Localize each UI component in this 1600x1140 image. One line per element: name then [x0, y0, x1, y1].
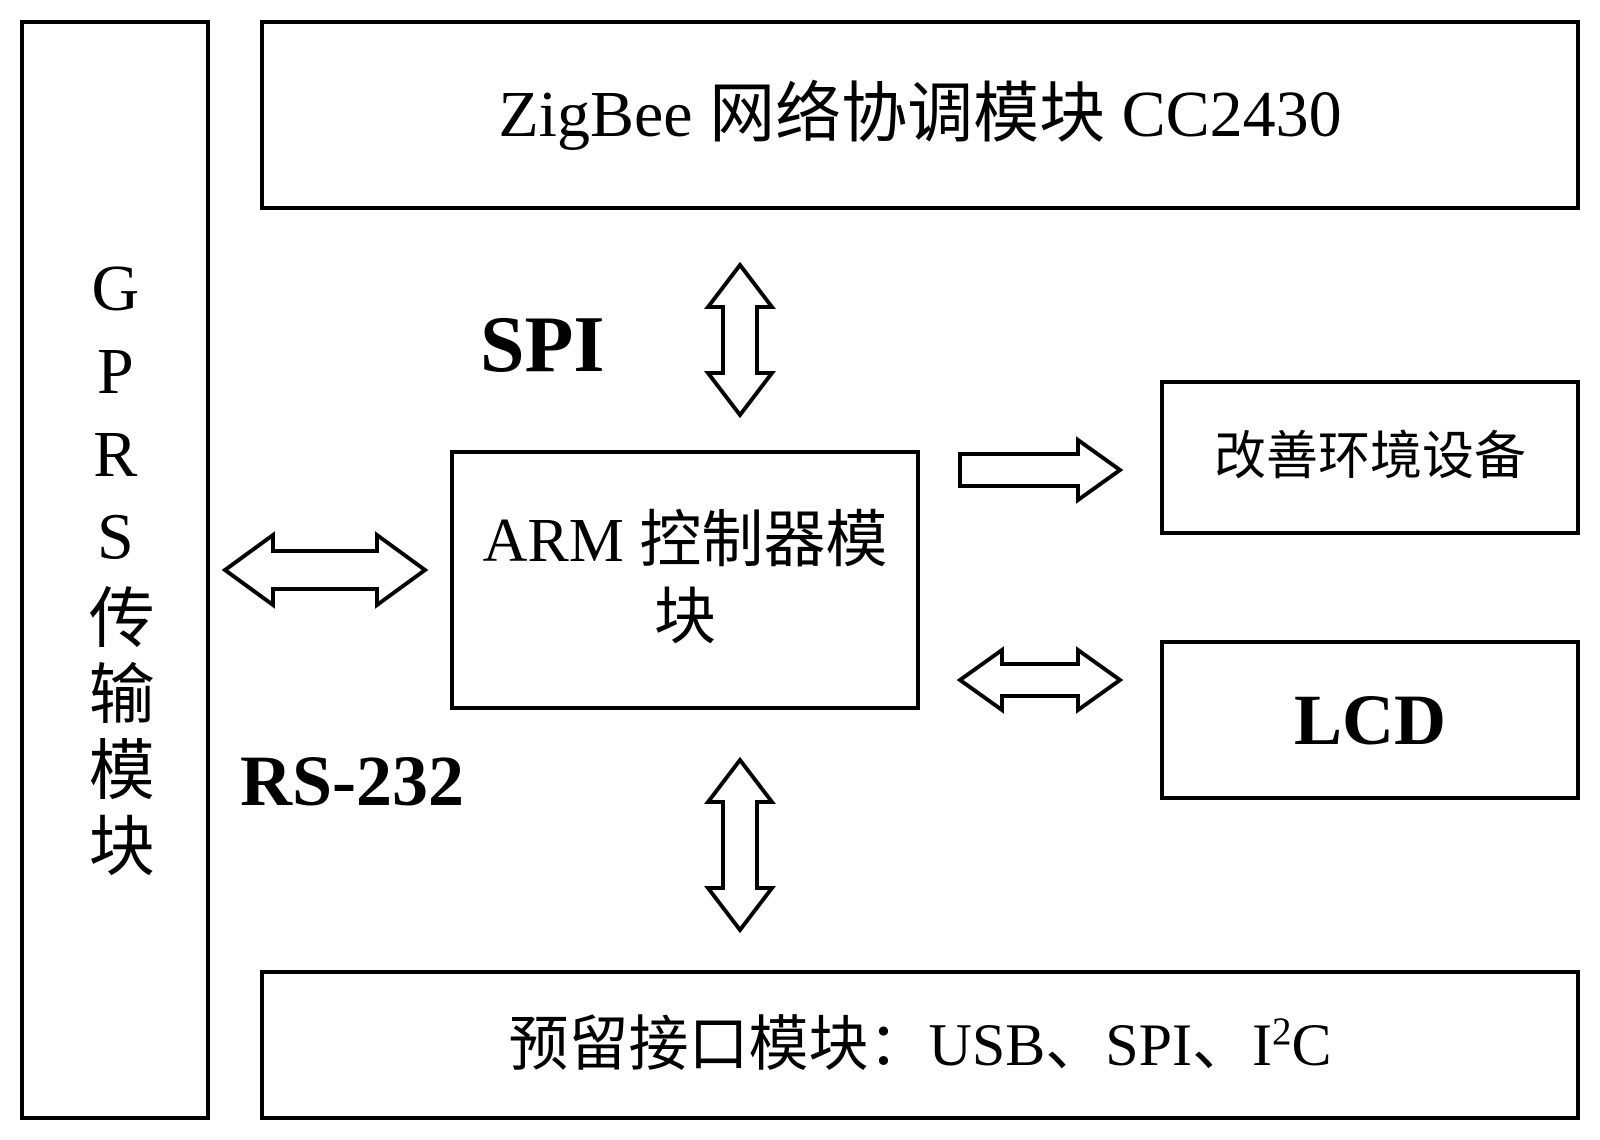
env-label: 改善环境设备 [1194, 425, 1546, 490]
arm-label: ARM 控制器模块 [454, 503, 916, 658]
reserve-box: 预留接口模块：USB、SPI、I2C [260, 970, 1580, 1120]
zigbee-label: ZigBee 网络协调模块 CC2430 [478, 74, 1361, 157]
reserve-label: 预留接口模块：USB、SPI、I2C [489, 1008, 1352, 1083]
gprs-box: GPRS传输模块 [20, 20, 210, 1120]
arrow-rs232_h [225, 535, 425, 605]
lcd-label: LCD [1274, 675, 1466, 765]
arm-box: ARM 控制器模块 [450, 450, 920, 710]
diagram-canvas: GPRS传输模块 ZigBee 网络协调模块 CC2430 ARM 控制器模块 改善环… [0, 0, 1600, 1140]
arrow-arm_lcd [960, 650, 1120, 710]
lcd-box: LCD [1160, 640, 1580, 800]
zigbee-box: ZigBee 网络协调模块 CC2430 [260, 20, 1580, 210]
rs232-label: RS-232 [240, 740, 464, 823]
arrow-arm_env [960, 440, 1120, 500]
gprs-label: GPRS传输模块 [62, 252, 168, 887]
arrow-arm_res [708, 760, 772, 930]
env-box: 改善环境设备 [1160, 380, 1580, 535]
arrow-spi_v [708, 265, 772, 415]
spi-label: SPI [480, 300, 605, 391]
